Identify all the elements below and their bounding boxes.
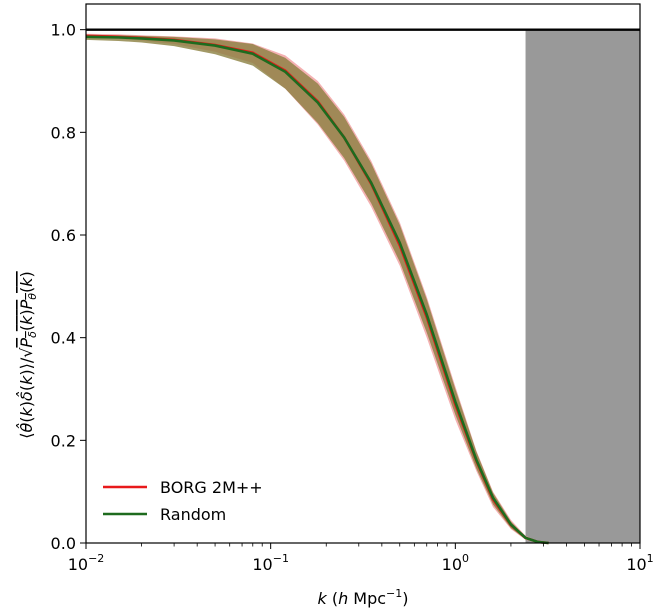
series-line-1	[85, 35, 549, 545]
y-tick-label: 1.0	[51, 21, 76, 40]
y-axis: 0.0 0.2 0.4 0.6 0.8 1.0	[51, 21, 86, 553]
shaded-region-layer	[525, 29, 640, 543]
y-tick-label: 0.0	[51, 534, 76, 553]
y-tick-label: 0.8	[51, 123, 76, 142]
legend-label-0: BORG 2M++	[160, 478, 263, 497]
y-tick-label: 0.6	[51, 226, 76, 245]
x-tick-label: 100	[442, 552, 469, 574]
plot-area	[85, 3, 641, 545]
x-tick-label: 10−1	[252, 552, 289, 574]
shaded-region	[525, 29, 640, 543]
y-tick-label: 0.2	[51, 431, 76, 450]
y-tick-label: 0.4	[51, 329, 76, 348]
x-tick-label: 101	[626, 552, 653, 574]
legend-label-1: Random	[160, 505, 226, 524]
x-axis-label: k (h Mpc−1)	[317, 587, 408, 608]
x-axis: 10−2 10−1 100 101	[68, 543, 654, 574]
x-tick-label: 10−2	[68, 552, 105, 574]
y-axis-label: ⟨θ̂(k)δ̂(k)⟩/√Pδ(k)Pθ(k)	[16, 271, 39, 439]
svg-text:⟨θ̂(k)δ̂(k)⟩/√Pδ(k)Pθ(k): ⟨θ̂(k)δ̂(k)⟩/√Pδ(k)Pθ(k)	[16, 271, 39, 439]
line-layer	[85, 34, 549, 545]
plot-frame	[85, 3, 641, 544]
legend: BORG 2M++ Random	[103, 478, 263, 524]
